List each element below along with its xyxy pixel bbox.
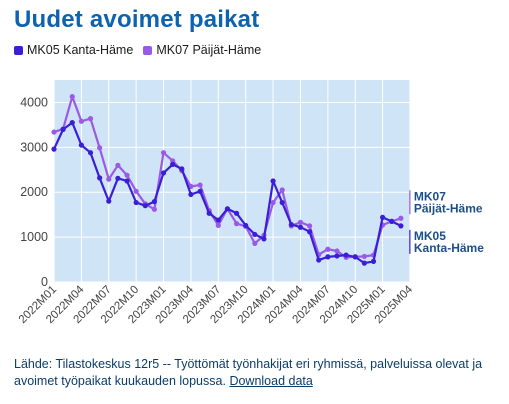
- data-point-mk05: [87, 150, 94, 156]
- data-point-mk05: [124, 178, 130, 184]
- data-point-mk07: [334, 248, 340, 254]
- data-point-mk05: [197, 188, 203, 194]
- data-point-mk07: [170, 158, 176, 164]
- data-point-mk05: [179, 166, 185, 172]
- data-point-mk07: [133, 188, 139, 194]
- data-point-mk05: [151, 199, 158, 205]
- data-point-mk07: [252, 240, 258, 246]
- data-point-mk07: [51, 129, 57, 135]
- data-point-mk07: [160, 150, 167, 156]
- data-point-mk07: [297, 219, 304, 225]
- data-point-mk07: [87, 116, 94, 122]
- data-point-mk05: [279, 199, 285, 206]
- data-point-mk05: [306, 229, 313, 235]
- data-point-mk05: [343, 252, 349, 258]
- data-point-mk05: [224, 206, 231, 212]
- end-label-mk05: Kanta-Häme: [414, 241, 484, 255]
- end-label-mk07: Päijät-Häme: [414, 201, 483, 215]
- legend-label-mk07: MK07 Päijät-Häme: [156, 43, 262, 57]
- y-tick-label: 3000: [20, 140, 48, 154]
- data-point-mk05: [233, 210, 240, 216]
- data-point-mk07: [279, 187, 285, 193]
- end-label-mk05: MK05: [414, 229, 446, 243]
- data-point-mk05: [334, 253, 340, 259]
- data-point-mk05: [115, 175, 121, 181]
- y-tick-label: 4000: [20, 95, 48, 109]
- data-point-mk07: [325, 246, 331, 252]
- data-point-mk05: [325, 254, 331, 260]
- data-point-mk05: [69, 120, 75, 126]
- y-tick-label: 2000: [20, 185, 48, 199]
- data-point-mk05: [142, 203, 148, 209]
- data-point-mk05: [389, 218, 395, 224]
- data-point-mk07: [398, 215, 404, 221]
- data-point-mk07: [270, 199, 276, 206]
- data-point-mk05: [206, 210, 212, 216]
- legend: MK05 Kanta-Häme MK07 Päijät-Häme: [14, 43, 261, 57]
- source-note: Lähde: Tilastokeskus 12r5 -- Työttömät t…: [14, 356, 500, 390]
- data-point-mk07: [115, 162, 121, 168]
- data-point-mk07: [106, 176, 112, 182]
- source-text: Lähde: Tilastokeskus 12r5 -- Työttömät t…: [14, 357, 483, 388]
- data-point-mk07: [124, 172, 130, 178]
- data-point-mk05: [270, 178, 276, 184]
- data-point-mk07: [306, 223, 313, 229]
- data-point-mk05: [297, 224, 304, 230]
- data-point-mk07: [97, 145, 103, 151]
- end-label-mk07: MK07: [414, 189, 446, 203]
- data-point-mk05: [78, 142, 84, 148]
- y-tick-label: 1000: [20, 230, 48, 244]
- data-point-mk05: [288, 221, 294, 228]
- download-data-link[interactable]: Download data: [229, 374, 313, 388]
- data-point-mk05: [243, 222, 249, 229]
- data-point-mk05: [370, 258, 377, 264]
- legend-label-mk05: MK05 Kanta-Häme: [27, 43, 134, 57]
- data-point-mk05: [261, 236, 267, 242]
- data-point-mk07: [78, 118, 84, 124]
- data-point-mk05: [160, 170, 167, 176]
- line-chart: 010002000300040002022M012022M042022M0720…: [17, 80, 484, 326]
- data-point-mk05: [352, 254, 358, 260]
- data-point-mk05: [398, 223, 404, 229]
- data-point-mk07: [197, 182, 203, 188]
- data-point-mk05: [170, 161, 176, 167]
- legend-swatch-mk05: [14, 45, 23, 55]
- y-tick-label: 0: [41, 275, 48, 289]
- data-point-mk05: [51, 146, 57, 152]
- data-point-mk07: [151, 206, 158, 212]
- data-point-mk07: [361, 253, 367, 260]
- data-point-mk07: [215, 222, 221, 229]
- plot-background: [54, 80, 410, 282]
- data-point-mk05: [188, 191, 194, 198]
- data-point-mk05: [60, 126, 66, 132]
- data-point-mk05: [380, 214, 386, 220]
- data-point-mk07: [69, 94, 75, 100]
- data-point-mk05: [133, 199, 139, 206]
- legend-swatch-mk07: [143, 45, 153, 55]
- data-point-mk05: [361, 260, 367, 266]
- chart-title: Uudet avoimet paikat: [14, 6, 260, 33]
- data-point-mk05: [316, 257, 322, 263]
- data-point-mk05: [97, 175, 103, 181]
- data-point-mk07: [233, 221, 240, 227]
- data-point-mk05: [215, 217, 221, 223]
- legend-item-mk07[interactable]: MK07 Päijät-Häme: [143, 43, 261, 57]
- data-point-mk05: [106, 198, 112, 204]
- legend-item-mk05[interactable]: MK05 Kanta-Häme: [14, 43, 133, 57]
- data-point-mk05: [252, 231, 258, 238]
